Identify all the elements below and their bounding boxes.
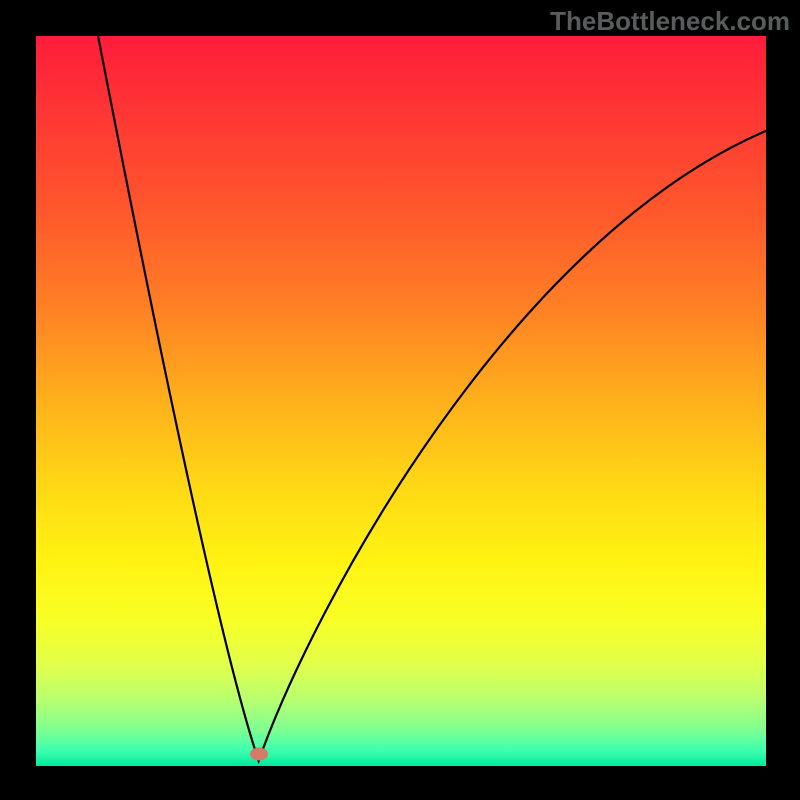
chart-container: TheBottleneck.com xyxy=(0,0,800,800)
optimal-point-marker xyxy=(250,747,268,760)
plot-area xyxy=(36,36,766,766)
bottleneck-curve xyxy=(36,36,766,766)
curve-path xyxy=(98,36,766,761)
watermark-text: TheBottleneck.com xyxy=(550,6,790,37)
